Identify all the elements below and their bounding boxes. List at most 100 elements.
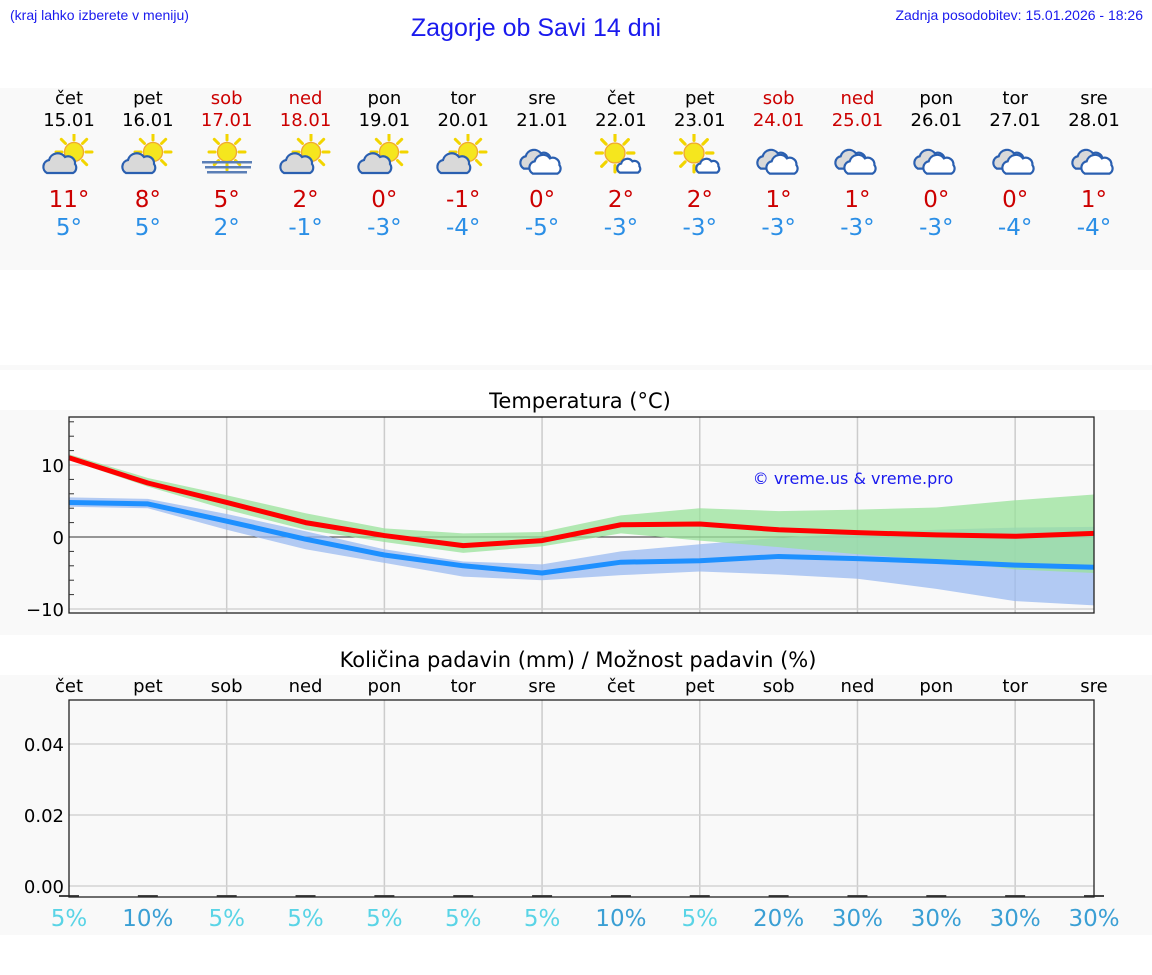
page-title: Zagorje ob Savi 14 dni: [410, 14, 662, 42]
day-name: sob: [762, 88, 795, 109]
precip-probability: 30%: [990, 906, 1041, 932]
day-forecast: pet 16.01 8° 5°: [109, 88, 187, 242]
day-name: pon: [367, 88, 402, 109]
temp-max: 1°: [844, 187, 871, 213]
day-forecast: ned 25.01 1° -3°: [818, 88, 896, 242]
temp-max: 5°: [213, 187, 240, 213]
x-day-label: tor: [1002, 676, 1028, 697]
y-tick-label: 0.02: [24, 806, 64, 827]
temp-min: -3°: [682, 215, 717, 241]
location-menu-hint[interactable]: (kraj lahko izberete v meniju): [10, 7, 189, 23]
day-name: pet: [684, 88, 715, 109]
temp-max: 0°: [1002, 187, 1029, 213]
separator-band: [0, 365, 1152, 370]
x-day-label: ned: [289, 676, 323, 697]
temp-max: 1°: [765, 187, 792, 213]
partly-cloudy-sun-icon: [278, 132, 334, 180]
daily-forecast-strip: čet 15.01 11° 5° pet 16.01 8° 5° sob 17.01 5° 2° ned…: [0, 88, 1152, 268]
day-date: 24.01: [752, 110, 805, 131]
precip-probability: 5%: [208, 906, 245, 932]
temp-min: -3°: [761, 215, 796, 241]
partly-cloudy-sun-icon: [356, 132, 412, 180]
precip-probability: 5%: [524, 906, 561, 932]
tmax-range-band: [69, 454, 1094, 573]
precipitation-chart-title: Količina padavin (mm) / Možnost padavin …: [340, 648, 817, 672]
temp-max: 0°: [371, 187, 398, 213]
day-date: 22.01: [595, 110, 647, 131]
temp-max: 8°: [134, 187, 161, 213]
day-date: 18.01: [279, 110, 332, 131]
y-tick-label: 0.00: [24, 877, 64, 898]
temp-min: -1°: [288, 215, 323, 241]
y-tick-label: 10: [41, 456, 64, 477]
y-tick-label: 0: [53, 528, 64, 549]
day-name: tor: [450, 88, 476, 109]
day-name: sre: [1080, 88, 1108, 109]
x-day-label: tor: [450, 676, 476, 697]
day-date: 26.01: [910, 110, 963, 131]
precipitation-chart: Količina padavin (mm) / Možnost padavin …: [24, 648, 1120, 932]
y-tick-label: −10: [26, 600, 64, 621]
cloudy-icon: [751, 134, 807, 180]
day-forecast: pon 19.01 0° -3°: [345, 88, 423, 242]
day-forecast: pon 26.01 0° -3°: [897, 88, 975, 242]
mostly-sunny-icon: [593, 132, 649, 180]
temp-min: 5°: [55, 215, 83, 241]
day-forecast: ned 18.01 2° -1°: [267, 88, 345, 242]
day-forecast: sre 21.01 0° -5°: [503, 88, 581, 242]
day-name: ned: [840, 88, 875, 109]
x-day-label: sre: [528, 676, 555, 697]
cloudy-icon: [908, 134, 964, 180]
day-date: 19.01: [358, 110, 411, 131]
temp-min: 5°: [134, 215, 161, 241]
precip-probability: 10%: [122, 906, 173, 932]
precip-probability: 5%: [682, 906, 719, 932]
y-tick-label: 0.04: [24, 735, 64, 756]
precip-probability: 5%: [287, 906, 324, 932]
precip-probability: 30%: [911, 906, 962, 932]
x-day-label: čet: [55, 676, 83, 697]
temp-min: -3°: [603, 215, 639, 241]
day-forecast: sre 28.01 1° -4°: [1055, 88, 1133, 242]
temp-max: 1°: [1080, 187, 1108, 213]
day-name: pet: [133, 88, 163, 109]
temp-max: 11°: [48, 187, 90, 213]
precip-probability: 10%: [595, 906, 646, 932]
temp-max: 0°: [528, 187, 556, 213]
tmin-line: [68, 499, 1095, 576]
x-day-label: ned: [841, 676, 875, 697]
x-day-label: čet: [607, 676, 635, 697]
day-name: čet: [606, 88, 635, 109]
precip-probability: 30%: [1068, 906, 1119, 932]
x-day-label: pon: [367, 676, 401, 697]
cloudy-icon: [829, 134, 885, 180]
temp-min: -4°: [446, 215, 481, 241]
x-day-label: sob: [763, 676, 795, 697]
day-name: sre: [528, 88, 556, 109]
temp-min: -3°: [367, 215, 402, 241]
day-date: 16.01: [122, 110, 174, 131]
temp-max: 2°: [686, 187, 713, 213]
day-name: ned: [288, 88, 323, 109]
day-date: 15.01: [43, 110, 95, 131]
day-forecast: tor 27.01 0° -4°: [976, 88, 1054, 242]
day-forecast: sob 17.01 5° 2°: [188, 88, 266, 242]
x-day-label: pet: [685, 676, 715, 697]
temp-min: -4°: [997, 215, 1033, 241]
precip-probability: 30%: [832, 906, 883, 932]
partly-cloudy-sun-icon: [435, 132, 491, 180]
cloudy-icon: [514, 134, 570, 180]
partly-cloudy-sun-icon: [120, 132, 176, 180]
temp-max: -1°: [446, 187, 481, 213]
day-forecast: sob 24.01 1° -3°: [740, 88, 818, 242]
temperature-chart: Temperatura (°C) © vreme.us & vreme.pro …: [26, 389, 1095, 621]
day-forecast: pet 23.01 2° -3°: [661, 88, 739, 242]
partly-cloudy-sun-icon: [41, 132, 97, 180]
copyright-annotation: © vreme.us & vreme.pro: [753, 469, 954, 488]
temp-min: -3°: [919, 215, 954, 241]
temp-min: -3°: [840, 215, 875, 241]
temp-max: 2°: [292, 187, 319, 213]
x-day-label: pet: [133, 676, 163, 697]
day-forecast: tor 20.01 -1° -4°: [424, 88, 502, 242]
temp-min: -4°: [1076, 215, 1112, 241]
